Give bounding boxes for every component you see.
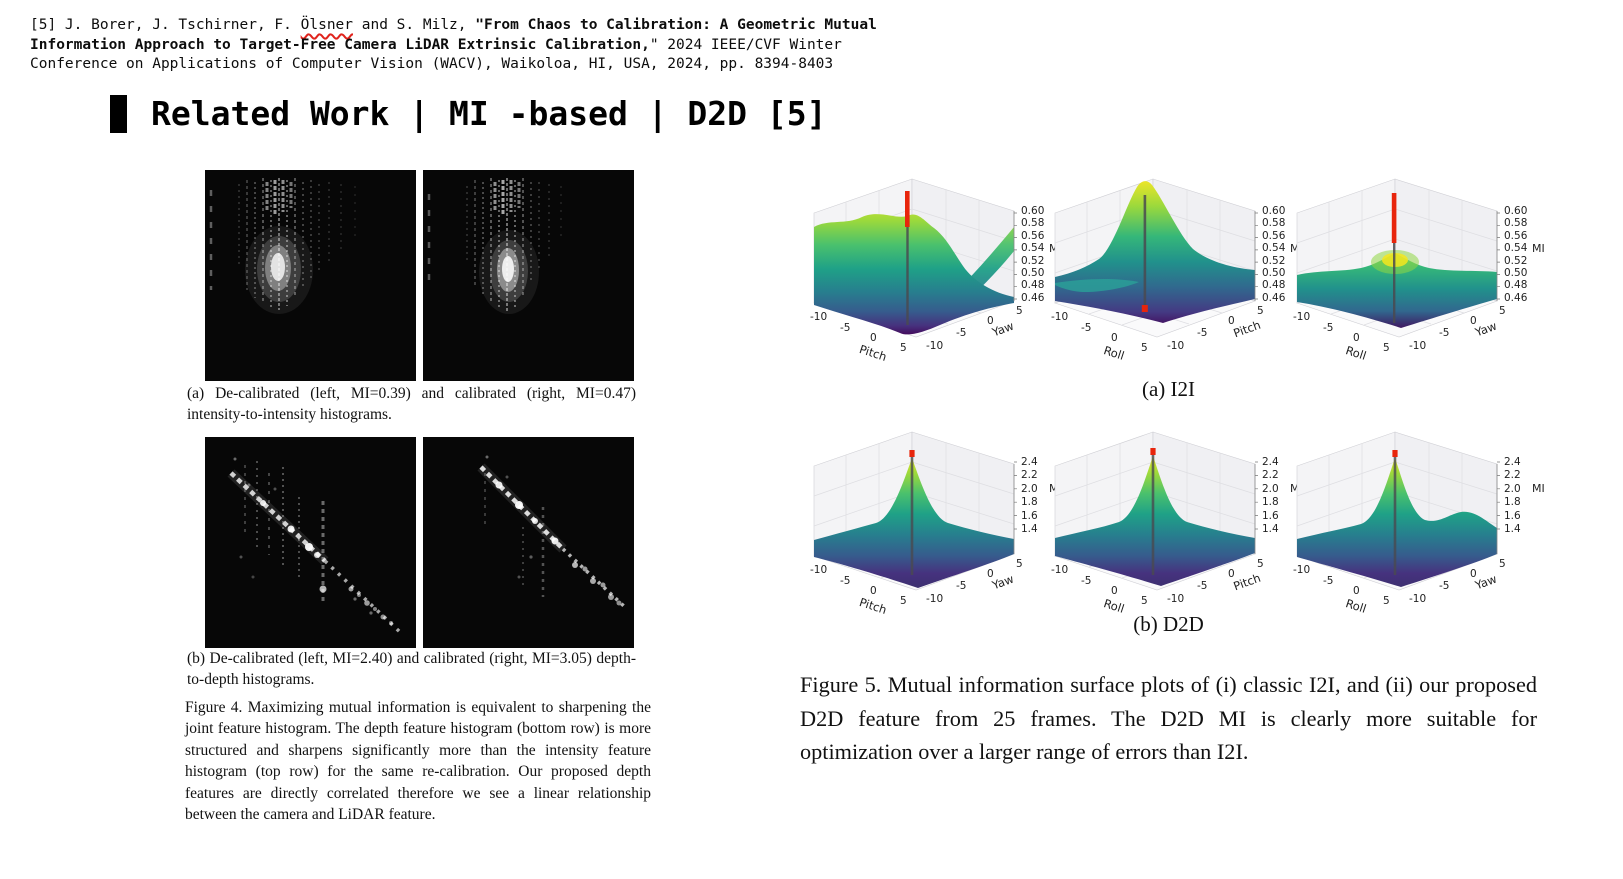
- surface-render: [813, 178, 1017, 338]
- z-axis-ticks: 2.4 2.2 2.0 1.8 1.6 1.4: [1504, 456, 1521, 536]
- figure4-subcaption-a: (a) De-calibrated (left, MI=0.39) and ca…: [187, 385, 636, 423]
- y-axis-tick: -5: [1439, 327, 1450, 339]
- y-axis-tick: 5: [1257, 558, 1264, 570]
- y-axis-tick: -5: [1197, 580, 1208, 592]
- surface-plot-i2i-pitch-yaw: 0.60 0.58 0.56 0.54 0.52 0.50 0.48 0.46 …: [800, 165, 1062, 370]
- citation-authors-end: and S. Milz,: [353, 17, 476, 33]
- histogram-render: [423, 437, 634, 648]
- x-axis-tick: -5: [1081, 322, 1092, 334]
- y-axis-tick: -5: [956, 580, 967, 592]
- y-axis-tick: 0: [1228, 315, 1235, 327]
- slide-title-text: Related Work | MI -based | D2D [5]: [151, 94, 827, 133]
- histogram-render: [205, 170, 416, 381]
- citation-misspelled-word: Ölsner: [300, 17, 354, 33]
- z-axis-label: MI: [1532, 482, 1545, 495]
- surface-plot-d2d-pitch-yaw: 2.4 2.2 2.0 1.8 1.6 1.4 MI -10 -5 0 5 5 …: [800, 418, 1062, 623]
- x-axis-tick: -5: [1323, 575, 1334, 587]
- histogram-image-i2i-calibrated: [423, 170, 634, 381]
- citation-reference: [5] J. Borer, J. Tschirner, F. Ölsner an…: [30, 16, 908, 75]
- z-axis-label: MI: [1532, 242, 1545, 255]
- figure4-subcaption-b: (b) De-calibrated (left, MI=2.40) and ca…: [187, 650, 636, 688]
- slide-title: Related Work | MI -based | D2D [5]: [110, 94, 827, 133]
- z-axis-ticks: 0.60 0.58 0.56 0.54 0.52 0.50 0.48 0.46: [1504, 205, 1528, 304]
- surface-render: [1296, 178, 1500, 338]
- citation-venue: " 2024 IEEE/CVF Winter Conference on App…: [30, 36, 842, 73]
- histogram-render: [205, 437, 416, 648]
- x-axis-tick: -10: [810, 311, 828, 323]
- citation-paper-title: "From Chaos to Calibration: A Geometric …: [30, 17, 877, 53]
- surface-render: [1054, 431, 1258, 591]
- y-axis-tick: 5: [1499, 305, 1506, 317]
- surface-plot-i2i-roll-pitch: 0.60 0.58 0.56 0.54 0.52 0.50 0.48 0.46 …: [1041, 165, 1303, 370]
- y-axis-tick: -10: [1167, 340, 1185, 352]
- x-axis-tick: 0: [1111, 332, 1118, 344]
- x-axis-tick: -5: [1081, 575, 1092, 587]
- x-axis-tick: 0: [870, 332, 877, 344]
- surface-render: [1054, 178, 1258, 338]
- x-axis-tick: 0: [1111, 585, 1118, 597]
- title-bar-marker: [110, 94, 127, 133]
- y-axis-tick: -10: [1167, 593, 1185, 605]
- z-axis-ticks: 0.60 0.58 0.56 0.54 0.52 0.50 0.48 0.46: [1262, 205, 1286, 304]
- x-axis-tick: -5: [840, 575, 851, 587]
- y-axis-tick: 0: [987, 568, 994, 580]
- x-axis-tick: -10: [810, 564, 828, 576]
- y-axis-tick: -10: [1409, 593, 1427, 605]
- surface-plot-d2d-roll-pitch: 2.4 2.2 2.0 1.8 1.6 1.4 MI -10 -5 0 5 5 …: [1041, 418, 1303, 623]
- y-axis-tick: -5: [1439, 580, 1450, 592]
- y-axis-tick: -10: [926, 593, 944, 605]
- x-axis-tick: -10: [1051, 564, 1069, 576]
- x-axis-tick: 0: [1353, 585, 1360, 597]
- histogram-render: [423, 170, 634, 381]
- z-axis-ticks: 0.60 0.58 0.56 0.54 0.52 0.50 0.48 0.46: [1021, 205, 1045, 304]
- x-axis-tick: 5: [1383, 595, 1390, 607]
- y-axis-tick: 5: [1016, 558, 1023, 570]
- histogram-image-d2d-calibrated: [423, 437, 634, 648]
- x-axis-tick: -10: [1293, 311, 1311, 323]
- x-axis-tick: 0: [870, 585, 877, 597]
- figure5-sublabel-d2d: (b) D2D: [1133, 612, 1204, 636]
- x-axis-tick: 5: [900, 595, 907, 607]
- histogram-image-i2i-decalibrated: [205, 170, 416, 381]
- y-axis-tick: -10: [926, 340, 944, 352]
- figure4-caption: Figure 4. Maximizing mutual information …: [185, 699, 651, 824]
- y-axis-tick: 5: [1499, 558, 1506, 570]
- y-axis-tick: -5: [956, 327, 967, 339]
- z-axis-ticks: 2.4 2.2 2.0 1.8 1.6 1.4: [1262, 456, 1279, 536]
- y-axis-tick: 0: [987, 315, 994, 327]
- y-axis-tick: 5: [1257, 305, 1264, 317]
- x-axis-tick: 5: [900, 342, 907, 354]
- y-axis-tick: 0: [1470, 568, 1477, 580]
- surface-render: [1296, 431, 1500, 591]
- surface-render: [813, 431, 1017, 591]
- surface-plot-d2d-roll-yaw: 2.4 2.2 2.0 1.8 1.6 1.4 MI -10 -5 0 5 5 …: [1283, 418, 1545, 623]
- citation-authors: [5] J. Borer, J. Tschirner, F.: [30, 17, 301, 33]
- x-axis-tick: 5: [1141, 595, 1148, 607]
- x-axis-tick: 5: [1383, 342, 1390, 354]
- y-axis-tick: 5: [1016, 305, 1023, 317]
- x-axis-tick: -5: [840, 322, 851, 334]
- y-axis-tick: -10: [1409, 340, 1427, 352]
- y-axis-tick: 0: [1228, 568, 1235, 580]
- figure5-caption: Figure 5. Mutual information surface plo…: [800, 672, 1537, 765]
- z-axis-ticks: 2.4 2.2 2.0 1.8 1.6 1.4: [1021, 456, 1038, 536]
- surface-plot-i2i-roll-yaw: 0.60 0.58 0.56 0.54 0.52 0.50 0.48 0.46 …: [1283, 165, 1545, 370]
- x-axis-tick: 5: [1141, 342, 1148, 354]
- histogram-image-d2d-decalibrated: [205, 437, 416, 648]
- y-axis-tick: 0: [1470, 315, 1477, 327]
- figure5-sublabel-i2i: (a) I2I: [1141, 377, 1196, 401]
- x-axis-tick: -10: [1051, 311, 1069, 323]
- x-axis-tick: -10: [1293, 564, 1311, 576]
- x-axis-tick: -5: [1323, 322, 1334, 334]
- y-axis-tick: -5: [1197, 327, 1208, 339]
- x-axis-tick: 0: [1353, 332, 1360, 344]
